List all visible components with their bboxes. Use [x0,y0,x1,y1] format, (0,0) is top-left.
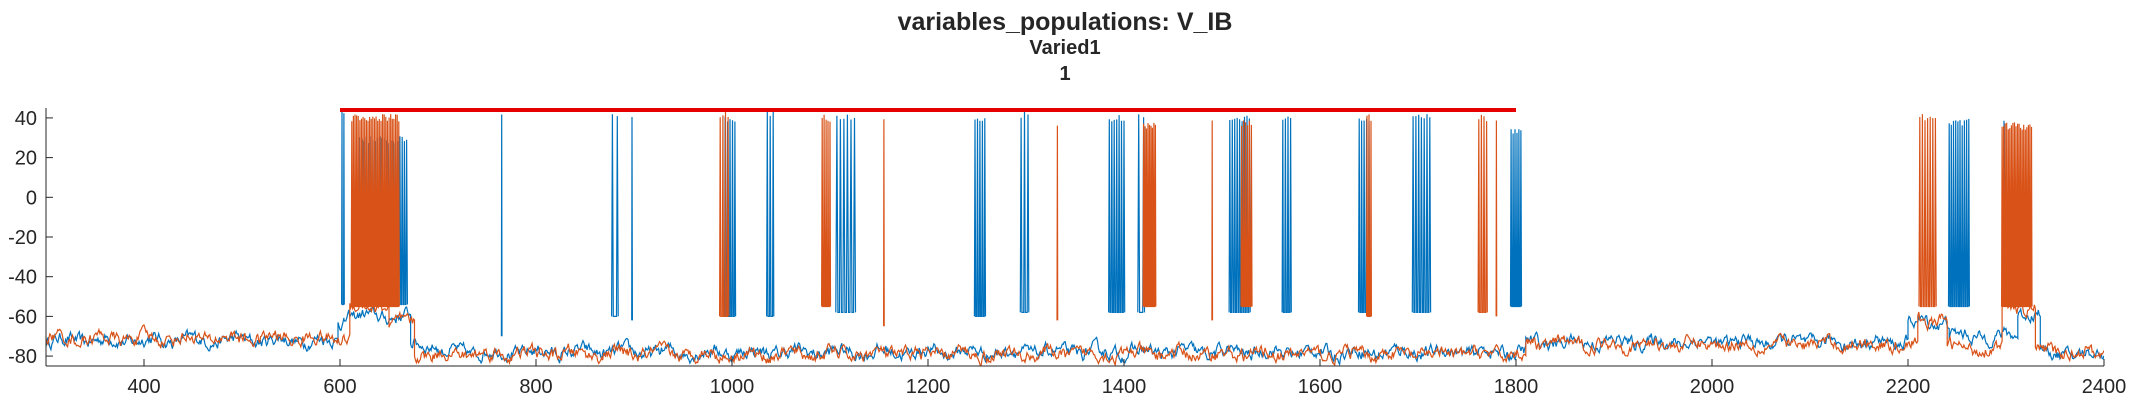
series-1-burst-5 [631,116,633,321]
series-1-burst-10 [1019,111,1030,313]
y-tick-label: -80 [8,346,37,368]
chart-title: variables_populations: V_IB [898,8,1233,36]
series-1-burst-1 [341,111,345,306]
x-tick-label: 2000 [1690,376,1735,398]
x-tick-label: 600 [323,376,356,398]
x-tick-label: 1400 [1102,376,1147,398]
x-tick-label: 1800 [1494,376,1539,398]
plot-area: 400 600 800 1000 1200 1400 1600 1800 2000 2200 240… [8,108,2126,398]
x-tick-label: 1600 [1298,376,1343,398]
series-2-burst-7 [1211,120,1214,321]
series-1-burst-14 [1281,116,1292,313]
x-tick-label: 2200 [1886,376,1931,398]
y-tick-label: 40 [15,108,37,130]
series-1-burst-16 [1411,114,1432,313]
x-tick-label: 800 [519,376,552,398]
x-tick-label: 400 [127,376,160,398]
series-2-burst-11 [1495,120,1498,317]
series-2-baseline [46,299,2104,366]
series-2-burst-3 [821,114,832,308]
y-tick-label: -60 [8,306,37,328]
series-1-burst-7 [766,110,775,317]
series-1-burst-17 [1509,129,1523,308]
series-2-burst-8 [1240,120,1253,308]
series-2-burst-2 [719,111,730,317]
series-1-burst-4 [611,114,619,317]
x-tick-label: 1200 [906,376,951,398]
series-1-burst-8 [835,114,857,313]
x-tick-label: 1000 [710,376,755,398]
series-1-baseline [46,305,2104,366]
chart-subtitle: Varied1 [1029,37,1100,59]
series-2-burst-9 [1366,114,1372,317]
series-2-burst-6 [1142,122,1157,308]
series-1-burst-18 [1947,118,1970,308]
series-2-burst-4 [883,119,885,327]
series-1-burst-11 [1108,115,1126,313]
y-tick-label: 0 [26,187,37,209]
series-2-burst-12 [1918,114,1937,308]
y-tick-label: 20 [15,148,37,170]
x-tick-label: 2400 [2082,376,2127,398]
chart-subtitle-2: 1 [1059,63,1070,85]
series-2-burst-10 [1477,114,1488,313]
series-2-burst-5 [1056,125,1059,321]
series-1-burst-9 [973,118,987,317]
series-1-burst-3 [500,114,503,337]
y-tick-label: -40 [8,267,37,289]
series-2-burst-13 [2001,122,2033,308]
y-tick-label: -20 [8,227,37,249]
series-2-burst-1 [350,114,400,308]
